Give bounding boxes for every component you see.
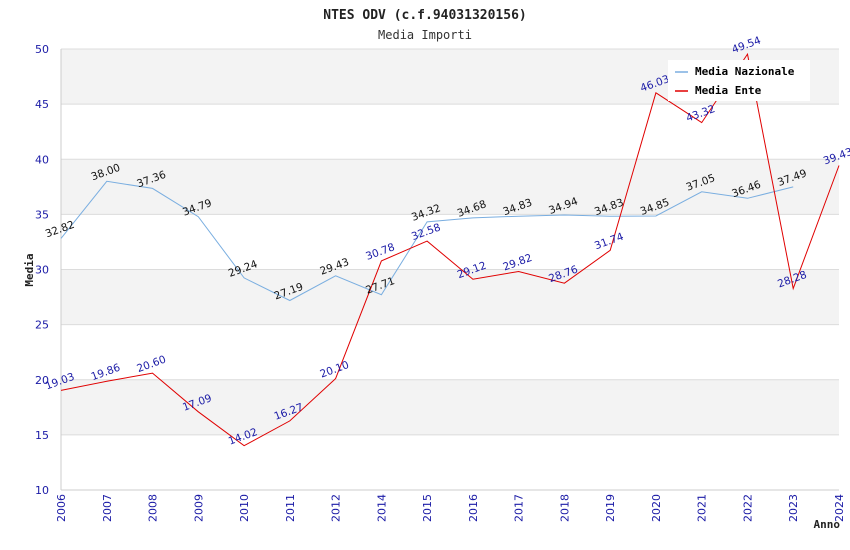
x-tick-label: 2016 (467, 494, 480, 522)
plot-band (61, 269, 839, 325)
legend: Media Nazionale Media Ente (668, 60, 810, 101)
y-tick-labels: 10 15 20 25 30 35 40 45 50 (35, 43, 49, 497)
y-tick-label: 35 (35, 208, 49, 221)
y-tick-label: 50 (35, 43, 49, 56)
y-axis-title: Media (23, 253, 36, 286)
x-tick-label: 2010 (238, 494, 251, 522)
legend-label-media-nazionale: Media Nazionale (695, 65, 795, 78)
plot-band (61, 104, 839, 160)
plot-band (61, 159, 839, 215)
y-tick-label: 20 (35, 374, 49, 387)
x-tick-label: 2015 (421, 494, 434, 522)
y-tick-label: 10 (35, 484, 49, 497)
x-tick-label: 2023 (787, 494, 800, 522)
x-axis-title: Anno (814, 518, 841, 531)
y-tick-label: 25 (35, 319, 49, 332)
plot-band (61, 379, 839, 435)
legend-box (668, 60, 810, 101)
x-tick-label: 2012 (330, 494, 343, 522)
x-tick-label: 2008 (147, 494, 160, 522)
x-tick-label: 2014 (375, 494, 388, 522)
series-lines (60, 52, 840, 447)
y-tick-label: 15 (35, 429, 49, 442)
y-tick-label: 45 (35, 98, 49, 111)
x-tick-label: 2006 (55, 494, 68, 522)
x-tick-label: 2018 (558, 494, 571, 522)
series-line-media-ente (60, 52, 840, 447)
plot-band (61, 214, 839, 270)
x-tick-label: 2011 (284, 494, 297, 522)
x-tick-label: 2017 (513, 494, 526, 522)
plot-band (61, 434, 839, 490)
chart-title: NTES ODV (c.f.94031320156) (323, 8, 527, 23)
y-tick-label: 40 (35, 153, 49, 166)
x-tick-label: 2009 (192, 494, 205, 522)
x-tick-label: 2019 (604, 494, 617, 522)
x-tick-label: 2022 (741, 494, 754, 522)
x-tick-label: 2020 (650, 494, 663, 522)
x-tick-label: 2007 (101, 494, 114, 522)
series-line-media-nazionale (60, 180, 794, 302)
x-tick-labels: 2006 2007 2008 2009 2010 2011 2012 2014 2015 2016… (55, 494, 846, 522)
x-tick-label: 2021 (696, 494, 709, 522)
x-tick-label: 2024 (833, 494, 846, 522)
y-tick-label: 30 (35, 264, 49, 277)
chart-subtitle: Media Importi (378, 28, 472, 42)
plot-band (61, 324, 839, 380)
legend-label-media-ente: Media Ente (695, 84, 762, 97)
